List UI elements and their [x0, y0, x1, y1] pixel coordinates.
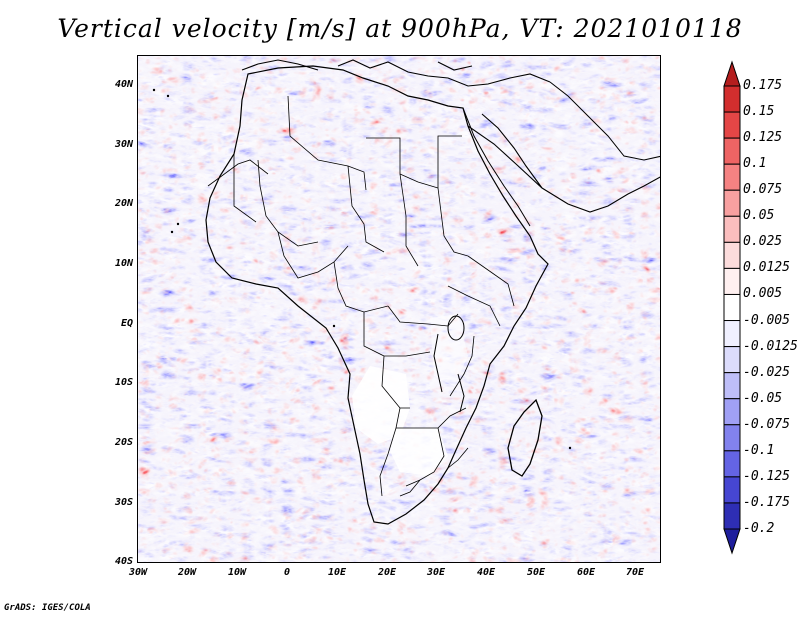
great-lakes — [433, 315, 465, 413]
europe-coastline — [241, 59, 551, 87]
country-borders — [207, 95, 515, 497]
colorbar-label: 0.1 — [743, 156, 767, 172]
lon-label-60e: 60E — [576, 567, 596, 578]
colorbar-label: -0.025 — [743, 364, 790, 380]
colorbar-label: -0.005 — [743, 312, 790, 328]
lon-label-30w: 30W — [128, 567, 148, 578]
map-svg — [138, 56, 660, 562]
colorbar-label: -0.075 — [743, 416, 790, 432]
lon-label-0: 0 — [283, 567, 291, 578]
colorbar-label: 0.125 — [743, 130, 783, 146]
colorbar-bottom-arrow — [723, 528, 741, 555]
colorbar-box — [723, 163, 741, 191]
lat-label-30s: 30S — [114, 497, 133, 508]
plot-title: Vertical velocity [m/s] at 900hPa, VT: 2… — [57, 14, 743, 43]
colorbar-box — [723, 502, 741, 530]
lon-label-40e: 40E — [476, 567, 496, 578]
colorbar-label: -0.125 — [743, 468, 790, 484]
colorbar-label: 0.175 — [743, 78, 783, 93]
colorbar-label: -0.05 — [743, 390, 783, 406]
colorbar-label: -0.2 — [743, 521, 775, 536]
colorbar-box — [723, 450, 741, 478]
colorbar-box — [723, 320, 741, 348]
gulf-coastline — [549, 81, 660, 161]
colorbar-box — [723, 189, 741, 217]
lat-label-40s: 40S — [114, 556, 133, 567]
colorbar-box — [723, 137, 741, 165]
colorbar-box — [723, 241, 741, 269]
colorbar-box — [723, 346, 741, 374]
colorbar-box — [723, 293, 741, 322]
colorbar-box — [723, 476, 741, 504]
colorbar-label: 0.0125 — [743, 260, 790, 276]
colorbar-label: 0.075 — [743, 182, 783, 198]
colorbar-label: 0.15 — [743, 104, 775, 120]
lon-label-20e: 20E — [377, 567, 397, 578]
lat-label-10n: 10N — [114, 258, 133, 269]
colorbar-box — [723, 85, 741, 113]
lat-label-40n: 40N — [114, 79, 133, 90]
lon-label-10w: 10W — [227, 567, 247, 578]
lon-label-10e: 10E — [327, 567, 347, 578]
lon-label-70e: 70E — [625, 567, 645, 578]
colorbar-box — [723, 215, 741, 243]
colorbar-box — [723, 424, 741, 452]
lat-label-eq: EQ — [120, 318, 133, 329]
colorbar-label: -0.175 — [743, 494, 790, 510]
lat-label-30n: 30N — [114, 139, 133, 150]
colorbar-box — [723, 398, 741, 426]
lat-label-20n: 20N — [114, 198, 133, 209]
lat-label-20s: 20S — [114, 437, 133, 448]
red-sea-coast — [462, 107, 531, 227]
madagascar-coastline — [507, 398, 543, 477]
colorbar-label: 0.005 — [743, 286, 783, 302]
lon-label-30e: 30E — [426, 567, 446, 578]
quiet-region-lakes — [430, 314, 468, 386]
colorbar-label: 0.025 — [743, 234, 783, 250]
lon-label-50e: 50E — [526, 567, 546, 578]
colorbar-box — [723, 111, 741, 139]
colorbar-box — [723, 267, 741, 295]
quiet-region-angola — [352, 366, 410, 444]
field-positive-texture — [138, 56, 660, 562]
africa-coastline — [205, 65, 549, 525]
map-area — [137, 55, 661, 563]
colorbar-top-arrow — [723, 60, 741, 87]
grads-credit: GrADS: IGES/COLA — [4, 603, 91, 613]
colorbar-label: -0.0125 — [743, 338, 798, 354]
quiet-region-botswana — [390, 428, 448, 476]
arabia-coastline — [467, 113, 660, 213]
lat-label-10s: 10S — [114, 377, 133, 388]
colorbar-box — [723, 372, 741, 400]
islands — [152, 88, 572, 450]
colorbar-label: -0.1 — [743, 442, 775, 458]
colorbar-label: 0.05 — [743, 208, 775, 224]
lon-label-20w: 20W — [177, 567, 197, 578]
